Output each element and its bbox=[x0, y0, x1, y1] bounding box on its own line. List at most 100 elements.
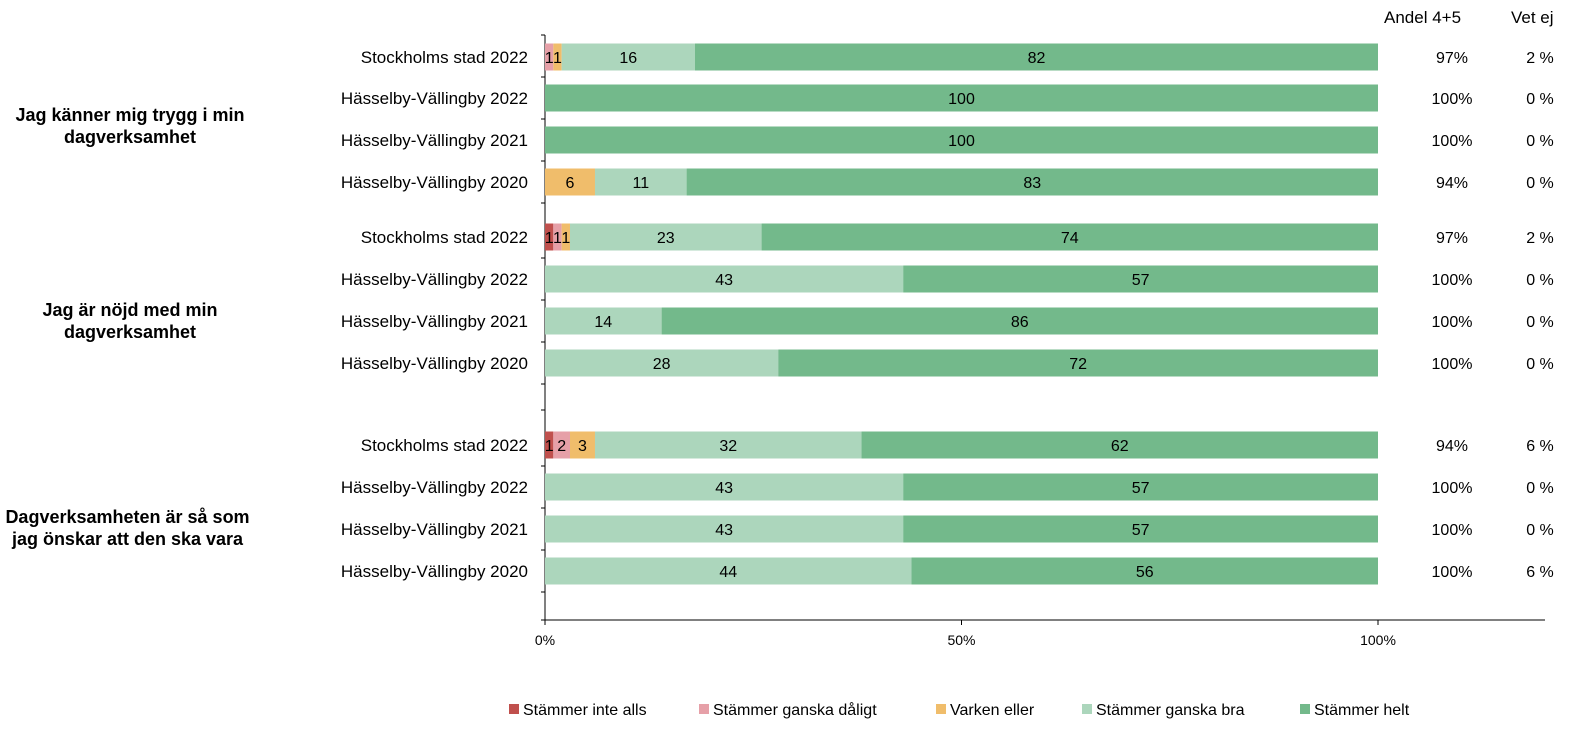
group-label-onskar: Dagverksamheten är så som jag önskar att… bbox=[5, 507, 250, 549]
andel-value: 94% bbox=[1436, 175, 1468, 192]
vetej-value: 6 % bbox=[1526, 438, 1554, 455]
bar-value-label: 83 bbox=[1023, 175, 1041, 192]
stacked-bar-chart: 0% 50% 100%Stockholms stad 2022 1 1 16 82 97% 2 … bbox=[341, 34, 1554, 648]
row-label: Hässelby-Vällingby 2021 bbox=[341, 312, 528, 331]
bar-segment bbox=[903, 265, 1378, 293]
bar-segment bbox=[761, 223, 1378, 251]
legend: Stämmer inte alls Stämmer ganska dåligt … bbox=[0, 702, 1581, 726]
row-label: Hässelby-Vällingby 2020 bbox=[341, 562, 528, 581]
bar-value-label: 43 bbox=[715, 522, 733, 539]
bar-value-label: 6 bbox=[566, 175, 575, 192]
bar-segment bbox=[553, 43, 562, 71]
bar-segment bbox=[569, 223, 762, 251]
andel-value: 100% bbox=[1432, 522, 1473, 539]
bar-value-label: 72 bbox=[1069, 356, 1087, 373]
bar-segment bbox=[861, 431, 1378, 459]
bar-segment bbox=[903, 515, 1378, 543]
legend-label: Varken eller bbox=[950, 702, 1035, 719]
row-label: Hässelby-Vällingby 2021 bbox=[341, 131, 528, 150]
andel-value: 94% bbox=[1436, 438, 1468, 455]
vetej-value: 0 % bbox=[1526, 175, 1554, 192]
andel-value: 97% bbox=[1436, 50, 1468, 67]
bar-value-label: 100 bbox=[948, 91, 975, 108]
vetej-value: 2 % bbox=[1526, 230, 1554, 247]
bar-value-label: 82 bbox=[1028, 50, 1046, 67]
legend-swatch bbox=[509, 704, 519, 714]
bar-segment bbox=[569, 431, 595, 459]
bar-segment bbox=[545, 349, 779, 377]
bar-segment bbox=[553, 431, 570, 459]
bar-value-label: 16 bbox=[619, 50, 637, 67]
bar-segment bbox=[903, 473, 1378, 501]
bar-value-label: 28 bbox=[653, 356, 671, 373]
header-vet-ej: Vet ej bbox=[1511, 8, 1554, 27]
bar-value-label: 100 bbox=[948, 133, 975, 150]
andel-value: 100% bbox=[1432, 480, 1473, 497]
x-tick-label: 100% bbox=[1360, 632, 1396, 648]
bar-value-label: 1 bbox=[561, 230, 570, 247]
row-label: Hässelby-Vällingby 2022 bbox=[341, 270, 528, 289]
bar-segment bbox=[553, 223, 562, 251]
andel-value: 100% bbox=[1432, 314, 1473, 331]
legend-item: Varken eller bbox=[936, 702, 1034, 720]
bar-segment bbox=[545, 223, 554, 251]
bar-segment bbox=[661, 307, 1378, 335]
bar-value-label: 2 bbox=[557, 438, 566, 455]
header-andel: Andel 4+5 bbox=[1384, 8, 1462, 27]
bar-segment bbox=[545, 557, 912, 585]
bar-value-label: 1 bbox=[553, 50, 562, 67]
vetej-value: 2 % bbox=[1526, 50, 1554, 67]
bar-segment bbox=[594, 431, 862, 459]
bar-value-label: 3 bbox=[578, 438, 587, 455]
bar-segment bbox=[694, 43, 1378, 71]
bar-segment bbox=[911, 557, 1378, 585]
legend-label: Stämmer ganska bra bbox=[1096, 702, 1245, 719]
group-label-trygg: Jag känner mig trygg i min dagverksamhet bbox=[15, 105, 245, 147]
bar-segment bbox=[545, 473, 904, 501]
bar-segment bbox=[686, 168, 1378, 196]
legend-label: Stämmer ganska dåligt bbox=[713, 702, 877, 719]
legend-item: Stämmer ganska bra bbox=[1082, 702, 1245, 720]
bar-segment bbox=[545, 265, 904, 293]
row-label: Hässelby-Vällingby 2020 bbox=[341, 173, 528, 192]
vetej-value: 0 % bbox=[1526, 356, 1554, 373]
andel-value: 100% bbox=[1432, 564, 1473, 581]
bar-value-label: 23 bbox=[657, 230, 675, 247]
bar-segment bbox=[561, 43, 695, 71]
row-label: Hässelby-Vällingby 2022 bbox=[341, 89, 528, 108]
legend-label: Stämmer helt bbox=[1314, 702, 1410, 719]
bar-value-label: 57 bbox=[1132, 480, 1150, 497]
vetej-value: 0 % bbox=[1526, 314, 1554, 331]
bar-segment bbox=[545, 307, 662, 335]
vetej-value: 0 % bbox=[1526, 522, 1554, 539]
andel-value: 100% bbox=[1432, 133, 1473, 150]
bar-segment bbox=[594, 168, 687, 196]
legend-item: Stämmer inte alls bbox=[509, 702, 647, 720]
andel-value: 100% bbox=[1432, 272, 1473, 289]
bar-segment bbox=[561, 223, 570, 251]
row-label: Hässelby-Vällingby 2021 bbox=[341, 520, 528, 539]
vetej-value: 6 % bbox=[1526, 564, 1554, 581]
bar-value-label: 1 bbox=[553, 230, 562, 247]
bar-value-label: 57 bbox=[1132, 522, 1150, 539]
bar-value-label: 44 bbox=[719, 564, 737, 581]
bar-value-label: 43 bbox=[715, 272, 733, 289]
andel-value: 100% bbox=[1432, 356, 1473, 373]
bar-value-label: 43 bbox=[715, 480, 733, 497]
bar-value-label: 1 bbox=[545, 438, 554, 455]
bar-segment bbox=[545, 43, 554, 71]
vetej-value: 0 % bbox=[1526, 91, 1554, 108]
bar-segment bbox=[545, 515, 904, 543]
bar-value-label: 56 bbox=[1136, 564, 1154, 581]
group-label-nojd: Jag är nöjd med min dagverksamhet bbox=[42, 300, 218, 342]
bar-segment bbox=[545, 168, 595, 196]
row-label: Stockholms stad 2022 bbox=[361, 436, 528, 455]
bar-value-label: 11 bbox=[632, 175, 649, 192]
andel-value: 97% bbox=[1436, 230, 1468, 247]
legend-label: Stämmer inte alls bbox=[523, 702, 647, 719]
bar-value-label: 74 bbox=[1061, 230, 1079, 247]
row-label: Hässelby-Vällingby 2022 bbox=[341, 478, 528, 497]
andel-value: 100% bbox=[1432, 91, 1473, 108]
bar-value-label: 14 bbox=[594, 314, 612, 331]
vetej-value: 0 % bbox=[1526, 480, 1554, 497]
